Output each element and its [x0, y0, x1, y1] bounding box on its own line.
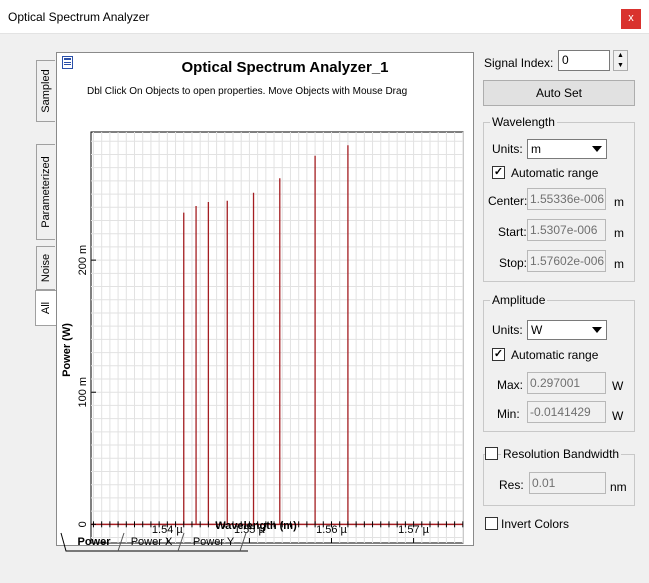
- res-unit: nm: [610, 480, 627, 494]
- start-unit: m: [614, 226, 624, 240]
- max-field[interactable]: 0.297001: [527, 372, 606, 394]
- signal-index-input[interactable]: 0: [558, 50, 610, 71]
- amplitude-units-value: W: [531, 323, 543, 337]
- x-tick-label: 1.55 µ: [234, 524, 265, 536]
- spin-down-icon[interactable]: ▼: [617, 62, 624, 69]
- stop-unit: m: [614, 257, 624, 271]
- tab-parameterized-label: Parameterized: [40, 156, 52, 228]
- tab-power-label: Power: [77, 536, 111, 548]
- amplitude-units-select[interactable]: W: [527, 320, 607, 340]
- res-label: Res:: [499, 478, 524, 492]
- x-tick-label: 1.56 µ: [316, 524, 347, 536]
- tab-parameterized[interactable]: Parameterized: [36, 144, 55, 240]
- amplitude-group: Amplitude: [483, 293, 635, 432]
- wavelength-group-label: Wavelength: [490, 115, 557, 129]
- wavelength-units-value: m: [531, 142, 541, 156]
- resolution-bandwidth-checkbox[interactable]: [485, 447, 498, 460]
- stop-field[interactable]: 1.57602e-006: [527, 250, 606, 272]
- max-unit: W: [612, 379, 624, 393]
- y-axis-label: Power (W): [61, 323, 73, 377]
- amplitude-auto-range-checkbox[interactable]: ✓: [492, 348, 505, 361]
- resolution-bandwidth-label: Resolution Bandwidth: [501, 447, 622, 461]
- max-label: Max:: [497, 378, 524, 392]
- center-label: Center:: [488, 194, 528, 208]
- title-bar: Optical Spectrum Analyzer x: [0, 0, 649, 34]
- x-axis-label: Wavelength (m): [215, 520, 297, 532]
- start-label: Start:: [498, 225, 527, 239]
- amplitude-auto-range-label: Automatic range: [511, 348, 599, 362]
- close-button[interactable]: x: [621, 9, 641, 29]
- min-unit: W: [612, 409, 624, 423]
- tab-power[interactable]: Power: [69, 534, 119, 551]
- invert-colors-label: Invert Colors: [501, 517, 570, 531]
- tab-sampled-label: Sampled: [40, 69, 52, 113]
- y-tick-label: 100 m: [77, 377, 89, 408]
- tab-power-x[interactable]: Power X: [124, 534, 179, 551]
- x-tick-label: 1.57 µ: [398, 524, 429, 536]
- close-icon: x: [628, 12, 634, 24]
- tab-power-y[interactable]: Power Y: [186, 534, 241, 551]
- tab-noise-label: Noise: [40, 253, 52, 283]
- chevron-down-icon: [592, 327, 602, 333]
- document-icon: [62, 56, 73, 69]
- tab-all[interactable]: All: [35, 290, 56, 326]
- wavelength-auto-range-checkbox[interactable]: ✓: [492, 166, 505, 179]
- signal-index-label: Signal Index:: [484, 56, 554, 70]
- signal-index-spinner[interactable]: ▲ ▼: [613, 50, 628, 71]
- chart-panel: Optical Spectrum Analyzer_1 Dbl Click On…: [56, 52, 474, 546]
- min-label: Min:: [497, 407, 520, 421]
- start-field[interactable]: 1.5307e-006: [527, 219, 606, 241]
- stop-label: Stop:: [499, 256, 528, 270]
- wavelength-group: Wavelength: [483, 115, 635, 282]
- center-unit: m: [614, 195, 624, 209]
- amplitude-units-label: Units:: [492, 323, 523, 337]
- chevron-down-icon: [592, 146, 602, 152]
- tab-sampled[interactable]: Sampled: [36, 60, 55, 122]
- wavelength-auto-range-label: Automatic range: [511, 166, 599, 180]
- spectrum-chart[interactable]: 1.54 µ 1.55 µ 1.56 µ 1.57 µ 0 100 m 200 m Powe…: [57, 53, 475, 547]
- res-field[interactable]: 0.01: [529, 472, 606, 494]
- chart-hint: Dbl Click On Objects to open properties.…: [87, 86, 408, 97]
- tab-noise[interactable]: Noise: [36, 246, 55, 290]
- y-tick-label: 200 m: [77, 245, 89, 276]
- spin-up-icon[interactable]: ▲: [617, 52, 624, 59]
- tab-power-y-label: Power Y: [192, 536, 235, 548]
- window-title: Optical Spectrum Analyzer: [8, 10, 150, 24]
- amplitude-group-label: Amplitude: [490, 293, 548, 307]
- bottom-tabs: [60, 532, 248, 552]
- wavelength-units-label: Units:: [492, 142, 523, 156]
- tab-all-label: All: [40, 301, 52, 315]
- wavelength-units-select[interactable]: m: [527, 139, 607, 159]
- y-tick-label: 0: [77, 521, 89, 527]
- chart-title: Optical Spectrum Analyzer_1: [181, 59, 389, 76]
- min-field[interactable]: -0.0141429: [527, 401, 606, 423]
- x-tick-label: 1.54 µ: [152, 524, 183, 536]
- center-field[interactable]: 1.55336e-006: [527, 188, 606, 210]
- auto-set-button[interactable]: Auto Set: [483, 80, 635, 106]
- invert-colors-checkbox[interactable]: [485, 517, 498, 530]
- tab-power-x-label: Power X: [130, 536, 173, 548]
